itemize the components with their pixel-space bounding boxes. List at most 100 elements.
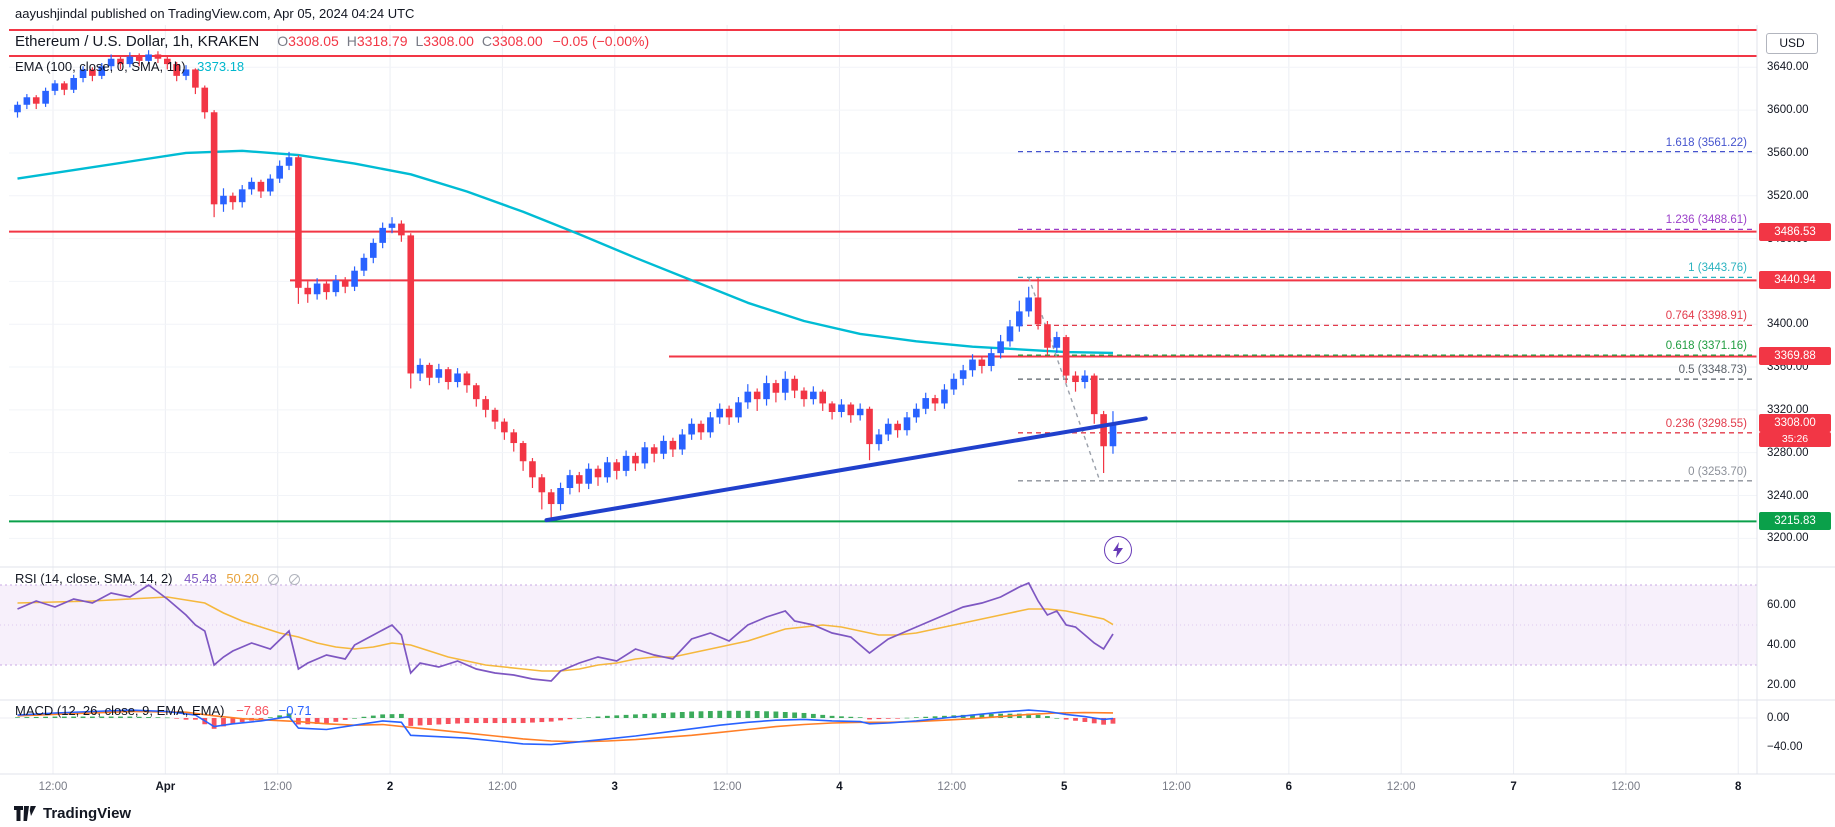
candle[interactable]	[238, 189, 246, 203]
tradingview-logo[interactable]: TradingView	[14, 805, 131, 822]
candle[interactable]	[1025, 297, 1033, 312]
candle[interactable]	[89, 69, 96, 76]
candle[interactable]	[753, 391, 761, 400]
candle[interactable]	[135, 56, 143, 61]
candle[interactable]	[398, 223, 405, 236]
candle[interactable]	[1072, 375, 1079, 383]
candle[interactable]	[510, 432, 518, 444]
candle[interactable]	[1053, 337, 1061, 348]
rsi-ma-line[interactable]	[17, 596, 1114, 672]
candle[interactable]	[650, 447, 658, 454]
candle[interactable]	[107, 58, 115, 67]
candle[interactable]	[435, 369, 443, 378]
candle[interactable]	[622, 455, 630, 471]
candle[interactable]	[70, 78, 77, 90]
candle[interactable]	[959, 370, 967, 379]
candle[interactable]	[42, 90, 49, 104]
candle[interactable]	[182, 69, 190, 76]
candle[interactable]	[164, 58, 171, 65]
candle[interactable]	[660, 440, 667, 454]
candle[interactable]	[1090, 375, 1098, 415]
candle[interactable]	[1109, 422, 1117, 447]
candle[interactable]	[613, 462, 621, 471]
rsi-indicator-title[interactable]: RSI (14, close, SMA, 14, 2)	[15, 571, 173, 586]
candle[interactable]	[594, 468, 602, 478]
candle[interactable]	[529, 461, 536, 478]
candle[interactable]	[341, 280, 349, 287]
candle[interactable]	[725, 408, 733, 418]
price-axis[interactable]: 3640.003600.003560.003520.003480.003440.…	[1757, 0, 1835, 800]
rsi-line[interactable]	[17, 581, 1114, 682]
candle[interactable]	[295, 157, 302, 288]
candle[interactable]	[145, 54, 152, 61]
candle[interactable]	[369, 242, 377, 258]
price-badge[interactable]: 3486.53	[1759, 222, 1831, 241]
candle[interactable]	[51, 83, 59, 91]
candle[interactable]	[866, 408, 873, 445]
candle[interactable]	[98, 66, 106, 76]
candle[interactable]	[707, 417, 714, 433]
candle[interactable]	[772, 383, 780, 393]
candle[interactable]	[482, 399, 489, 410]
candle[interactable]	[248, 181, 255, 190]
candle[interactable]	[257, 181, 265, 192]
macd-line[interactable]	[17, 709, 1114, 746]
candle[interactable]	[472, 385, 480, 400]
candle[interactable]	[931, 398, 939, 404]
symbol-title[interactable]: Ethereum / U.S. Dollar, 1h, KRAKEN	[15, 33, 260, 50]
candle[interactable]	[360, 257, 368, 271]
candle[interactable]	[641, 447, 649, 464]
candle[interactable]	[987, 353, 995, 366]
indicator-visibility-icon[interactable]	[268, 574, 280, 586]
candle[interactable]	[32, 97, 40, 104]
candle[interactable]	[922, 398, 930, 409]
candle[interactable]	[426, 364, 433, 378]
candle[interactable]	[444, 369, 452, 383]
candle[interactable]	[519, 443, 527, 462]
usd-currency-button[interactable]: USD	[1766, 33, 1818, 54]
candle[interactable]	[997, 341, 1004, 354]
candle[interactable]	[1062, 337, 1070, 376]
candle[interactable]	[276, 165, 283, 179]
candle[interactable]	[697, 423, 705, 433]
price-badge[interactable]: 3308.00	[1759, 413, 1831, 432]
candle[interactable]	[913, 408, 920, 418]
candle[interactable]	[332, 280, 340, 293]
candle[interactable]	[585, 468, 592, 484]
trendline[interactable]	[544, 416, 1148, 523]
candle[interactable]	[416, 364, 424, 374]
candle[interactable]	[735, 402, 742, 418]
candle[interactable]	[969, 359, 976, 371]
candle[interactable]	[791, 378, 798, 391]
candle[interactable]	[838, 404, 845, 413]
candle[interactable]	[903, 417, 911, 431]
candle[interactable]	[210, 112, 218, 205]
candle[interactable]	[819, 391, 827, 404]
time-axis[interactable]: 12:00 Apr 12:00 2 12:00 3 12:00 4 12:00 5 12:00 6 12…	[0, 774, 1757, 800]
candle[interactable]	[566, 475, 574, 489]
candle[interactable]	[117, 58, 124, 65]
candle[interactable]	[847, 404, 855, 416]
candle[interactable]	[557, 488, 564, 505]
price-badge[interactable]: 3369.88	[1759, 347, 1831, 366]
candle[interactable]	[978, 359, 986, 366]
candle[interactable]	[856, 408, 864, 416]
macd-indicator-title[interactable]: MACD (12, 26, close, 9, EMA, EMA)	[15, 703, 225, 718]
candle[interactable]	[678, 434, 686, 450]
candle[interactable]	[669, 440, 677, 450]
candle[interactable]	[454, 373, 461, 383]
candle[interactable]	[23, 97, 31, 105]
candle[interactable]	[875, 434, 883, 445]
candle[interactable]	[744, 391, 752, 403]
candle[interactable]	[463, 373, 471, 386]
candle[interactable]	[14, 104, 21, 113]
candle[interactable]	[126, 56, 134, 65]
candle[interactable]	[323, 283, 330, 293]
candle[interactable]	[267, 178, 274, 192]
candle[interactable]	[781, 378, 789, 393]
candle[interactable]	[894, 423, 901, 431]
candle[interactable]	[61, 83, 68, 90]
candle[interactable]	[201, 87, 209, 113]
candle[interactable]	[491, 409, 499, 422]
candle[interactable]	[407, 235, 415, 374]
